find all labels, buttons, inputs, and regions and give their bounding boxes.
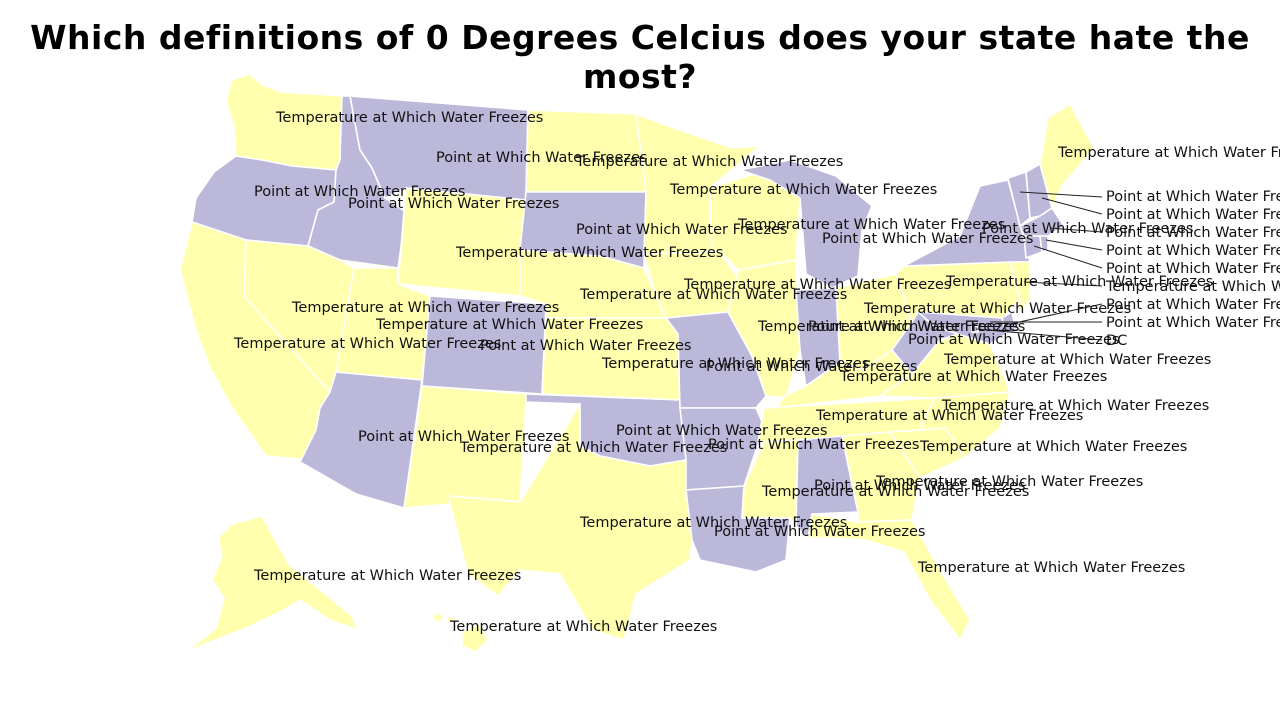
state-label-ND: Temperature at Which Water Freezes (575, 154, 843, 170)
state-label-DC: DC (1106, 333, 1127, 349)
state-label-MD: Point at Which Water Freezes (1106, 315, 1280, 331)
state-label-OR: Point at Which Water Freezes (254, 184, 465, 200)
state-HI[interactable] (431, 611, 489, 653)
state-label-OH: Temperature at Which Water Freezes (863, 301, 1131, 317)
state-IL[interactable] (727, 259, 801, 399)
state-label-NM: Temperature at Which Water Freezes (459, 440, 727, 456)
leader-line-NJ (1023, 281, 1103, 287)
state-label-NY: Point at Which Water Freezes (982, 221, 1193, 237)
state-label-UT: Temperature at Which Water Freezes (375, 317, 643, 333)
state-label-NJ: Temperature at Which Water Freezes (1105, 279, 1280, 295)
state-label-AZ: Point at Which Water Freezes (358, 429, 569, 445)
state-label-ID: Point at Which Water Freezes (348, 196, 559, 212)
state-label-TN: Temperature at Which Water Freezes (815, 408, 1083, 424)
state-label-NH: Point at Which Water Freezes (1106, 207, 1280, 223)
leader-line-DC (975, 328, 1103, 341)
state-TX[interactable] (449, 403, 693, 641)
state-label-WY: Temperature at Which Water Freezes (455, 245, 723, 261)
state-label-VT: Point at Which Water Freezes (1106, 189, 1280, 205)
state-MI[interactable] (739, 159, 873, 289)
leader-line-CT (1033, 245, 1103, 269)
state-label-FL: Temperature at Which Water Freezes (917, 560, 1185, 576)
state-label-NE: Temperature at Which Water Freezes (579, 287, 847, 303)
leader-line-MA (1049, 227, 1103, 233)
state-label-MT: Point at Which Water Freezes (436, 150, 647, 166)
state-FL[interactable] (807, 513, 971, 641)
leader-lines (975, 191, 1103, 341)
state-MD[interactable] (917, 311, 1007, 345)
state-label-WI: Temperature at Which Water Freezes (737, 217, 1005, 233)
state-label-SC: Temperature at Which Water Freezes (919, 439, 1187, 455)
state-label-AR: Point at Which Water Freezes (708, 437, 919, 453)
map-title: Which definitions of 0 Degrees Celcius d… (30, 18, 1250, 96)
state-label-LA: Point at Which Water Freezes (714, 524, 925, 540)
state-label-AK: Temperature at Which Water Freezes (253, 568, 521, 584)
state-label-MS: Temperature at Which Water Freezes (761, 484, 1029, 500)
state-NJ[interactable] (1009, 261, 1031, 315)
state-label-NC: Temperature at Which Water Freezes (941, 398, 1209, 414)
leader-line-RI (1045, 239, 1103, 251)
state-label-MO: Point at Which Water Freezes (706, 359, 917, 375)
state-DC[interactable] (971, 325, 979, 333)
state-label-GA: Temperature at Which Water Freezes (875, 474, 1143, 490)
state-label-HI: Temperature at Which Water Freezes (449, 619, 717, 635)
state-label-IL: Temperature at Which Water Freezes (757, 319, 1025, 335)
state-label-OK: Point at Which Water Freezes (616, 423, 827, 439)
state-label-WA: Temperature at Which Water Freezes (275, 110, 543, 126)
state-label-RI: Point at Which Water Freezes (1106, 243, 1280, 259)
state-label-IA: Temperature at Which Water Freezes (683, 277, 951, 293)
state-label-WV: Point at Which Water Freezes (908, 332, 1119, 348)
state-AK[interactable] (185, 515, 359, 653)
state-label-CA: Temperature at Which Water Freezes (233, 336, 501, 352)
state-label-KS: Temperature at Which Water Freezes (601, 356, 869, 372)
state-label-AL: Point at Which Water Freezes (814, 478, 1025, 494)
state-label-NV: Temperature at Which Water Freezes (291, 300, 559, 316)
state-label-MA: Point at Which Water Freezes (1106, 225, 1280, 241)
state-label-KY: Temperature at Which Water Freezes (839, 369, 1107, 385)
state-label-CO: Point at Which Water Freezes (480, 338, 691, 354)
leader-line-DE (1009, 303, 1103, 325)
state-label-SD: Point at Which Water Freezes (576, 222, 787, 238)
leader-line-NH (1041, 197, 1103, 215)
state-label-IN: Point at Which Water Freezes (808, 319, 1019, 335)
state-label-ME: Temperature at Which Water Freezes (1057, 145, 1280, 161)
state-label-DE: Point at Which Water Freezes (1106, 297, 1280, 313)
leader-line-VT (1019, 191, 1103, 198)
state-label-PA: Temperature at Which Water Freezes (945, 274, 1213, 290)
state-label-CT: Point at Which Water Freezes (1106, 261, 1280, 277)
state-label-TX: Temperature at Which Water Freezes (579, 515, 847, 531)
state-label-VA: Temperature at Which Water Freezes (943, 352, 1211, 368)
state-label-MN: Temperature at Which Water Freezes (669, 182, 937, 198)
state-label-MI: Point at Which Water Freezes (822, 231, 1033, 247)
